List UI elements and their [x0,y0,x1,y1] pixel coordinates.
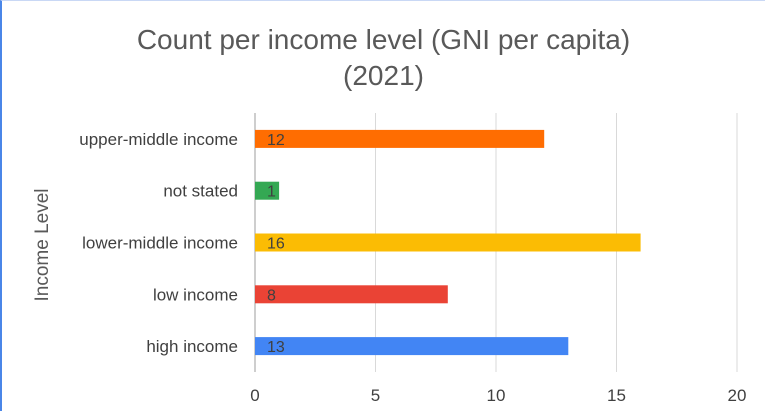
x-tick-label: 5 [371,386,380,405]
data-label: 8 [267,287,276,304]
chart-title: Count per income level (GNI per capita) … [0,22,767,94]
data-label: 13 [267,339,285,356]
x-tick-label: 15 [607,386,626,405]
data-label: 16 [267,236,285,253]
category-label: low income [153,285,238,304]
bar-low-income [255,285,448,304]
bar-upper-middle-income [255,129,545,148]
data-label: 12 [267,132,285,149]
chart-title-line-1: Count per income level (GNI per capita) [136,24,631,55]
bar-not-stated [255,181,280,200]
bar-lower-middle-income [255,233,641,252]
chart-title-line-2: (2021) [343,60,424,91]
x-tick-label: 20 [728,386,747,405]
data-label: 1 [267,184,276,201]
bars [255,129,641,356]
x-tick-label: 0 [250,386,259,405]
category-label: upper-middle income [79,130,238,149]
x-tick-label: 10 [487,386,506,405]
bar-high-income [255,337,569,356]
category-label: high income [146,337,238,356]
y-axis-title: Income Level [32,188,53,301]
labels: 0 5 10 15 20 upper-middle income 12 not stated 1… [79,130,746,405]
category-label: not stated [163,182,238,201]
category-label: lower-middle income [82,234,238,253]
